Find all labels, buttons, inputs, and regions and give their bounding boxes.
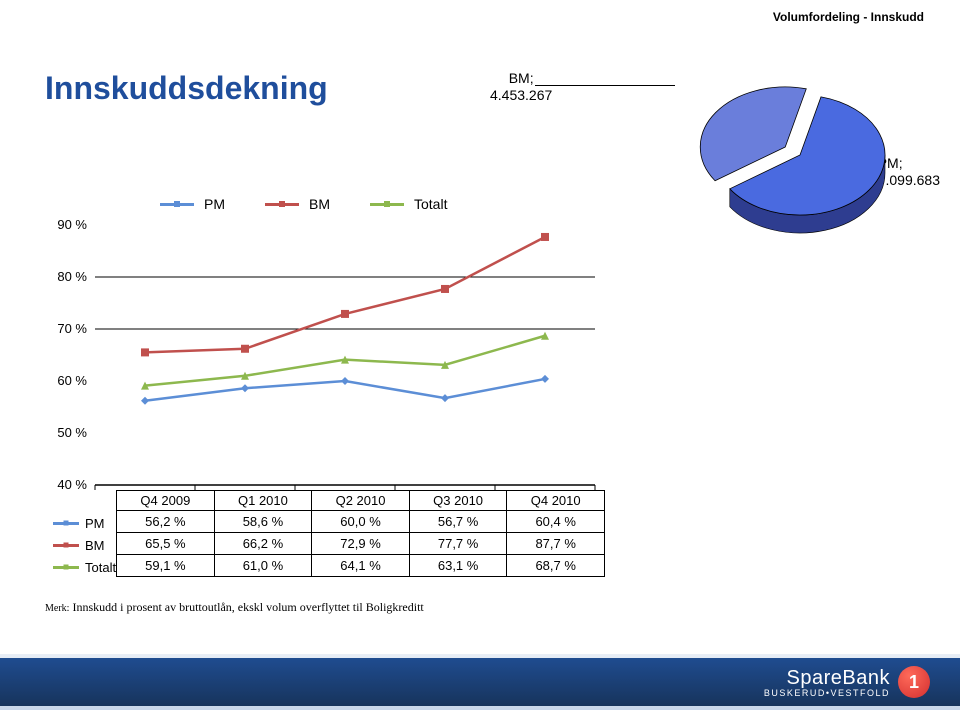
footer-bar: SpareBank BUSKERUD•VESTFOLD 1 <box>0 654 960 710</box>
y-axis-label: 70 % <box>57 321 87 336</box>
footnote-prefix: Merk: <box>45 603 69 614</box>
legend-item: BM <box>265 196 330 212</box>
legend-label: Totalt <box>414 196 447 212</box>
page-title: Innskuddsdekning <box>45 70 328 107</box>
table-col-header: Q4 2010 <box>507 491 605 511</box>
series-marker-icon <box>341 310 349 318</box>
y-axis-label: 40 % <box>57 477 87 490</box>
context-label: Volumfordeling - Innskudd <box>773 10 924 24</box>
table-row-header: PM <box>45 511 117 533</box>
series-line-icon <box>53 522 79 525</box>
legend-label: PM <box>204 196 225 212</box>
brand-logo-icon: 1 <box>898 666 930 698</box>
series-name: BM <box>85 538 105 553</box>
pie-chart <box>675 60 925 250</box>
legend-item: PM <box>160 196 225 212</box>
series-marker-icon <box>541 375 549 383</box>
legend-marker-icon <box>279 201 285 207</box>
table-cell: 77,7 % <box>409 533 507 555</box>
table-corner <box>45 491 117 511</box>
legend-marker-icon <box>384 201 390 207</box>
legend-line-icon <box>160 203 194 206</box>
y-axis-label: 50 % <box>57 425 87 440</box>
series-marker-icon <box>341 377 349 385</box>
table-col-header: Q3 2010 <box>409 491 507 511</box>
table-cell: 58,6 % <box>214 511 312 533</box>
footnote: Merk: Innskudd i prosent av bruttoutlån,… <box>45 600 424 615</box>
pie-bm-value: 4.453.267 <box>490 87 552 103</box>
table-row-header: Totalt <box>45 555 117 577</box>
series-marker-icon <box>64 565 69 570</box>
brand-digit: 1 <box>909 672 919 693</box>
table-cell: 68,7 % <box>507 555 605 577</box>
legend-line-icon <box>265 203 299 206</box>
y-axis-label: 60 % <box>57 373 87 388</box>
y-axis-label: 90 % <box>57 220 87 232</box>
table-cell: 65,5 % <box>117 533 215 555</box>
table-col-header: Q2 2010 <box>312 491 410 511</box>
data-table: Q4 2009Q1 2010Q2 2010Q3 2010Q4 2010 PM 56,… <box>45 490 605 577</box>
series-marker-icon <box>141 397 149 405</box>
footnote-text: Innskudd i prosent av bruttoutlån, ekskl… <box>72 600 423 614</box>
table-cell: 59,1 % <box>117 555 215 577</box>
table-row-header: BM <box>45 533 117 555</box>
series-name: PM <box>85 516 105 531</box>
table-cell: 56,2 % <box>117 511 215 533</box>
pie-bm-label: BM; 4.453.267 <box>490 70 552 104</box>
footer-inner: SpareBank BUSKERUD•VESTFOLD 1 <box>0 658 960 706</box>
series-marker-icon <box>241 384 249 392</box>
series-marker-icon <box>241 345 249 353</box>
series-marker-icon <box>141 348 149 356</box>
y-axis-label: 80 % <box>57 269 87 284</box>
table-cell: 63,1 % <box>409 555 507 577</box>
table-col-header: Q1 2010 <box>214 491 312 511</box>
series-marker-icon <box>441 285 449 293</box>
brand-subtitle: BUSKERUD•VESTFOLD <box>764 688 890 698</box>
legend-item: Totalt <box>370 196 447 212</box>
series-line <box>145 237 545 352</box>
legend-line-icon <box>370 203 404 206</box>
series-marker-icon <box>64 543 69 548</box>
table-cell: 60,4 % <box>507 511 605 533</box>
line-chart: 40 % 50 % 60 % 70 % 80 % 90 % <box>45 220 605 490</box>
table-col-header: Q4 2009 <box>117 491 215 511</box>
series-marker-icon <box>541 233 549 241</box>
series-marker-icon <box>441 394 449 402</box>
table-cell: 66,2 % <box>214 533 312 555</box>
table-cell: 61,0 % <box>214 555 312 577</box>
series-marker-icon <box>64 521 69 526</box>
series-name: Totalt <box>85 560 116 575</box>
table-cell: 64,1 % <box>312 555 410 577</box>
brand: SpareBank BUSKERUD•VESTFOLD 1 <box>764 666 930 698</box>
legend-marker-icon <box>174 201 180 207</box>
series-line-icon <box>53 566 79 569</box>
brand-text: SpareBank <box>787 667 890 690</box>
brand-main: SpareBank <box>787 667 890 689</box>
table-cell: 72,9 % <box>312 533 410 555</box>
legend-label: BM <box>309 196 330 212</box>
pie-bm-name: BM; <box>509 70 534 86</box>
table-cell: 56,7 % <box>409 511 507 533</box>
pie-bm-leader <box>535 85 675 86</box>
table-cell: 87,7 % <box>507 533 605 555</box>
series-line-icon <box>53 544 79 547</box>
chart-legend: PM BM Totalt <box>160 196 447 212</box>
table-cell: 60,0 % <box>312 511 410 533</box>
